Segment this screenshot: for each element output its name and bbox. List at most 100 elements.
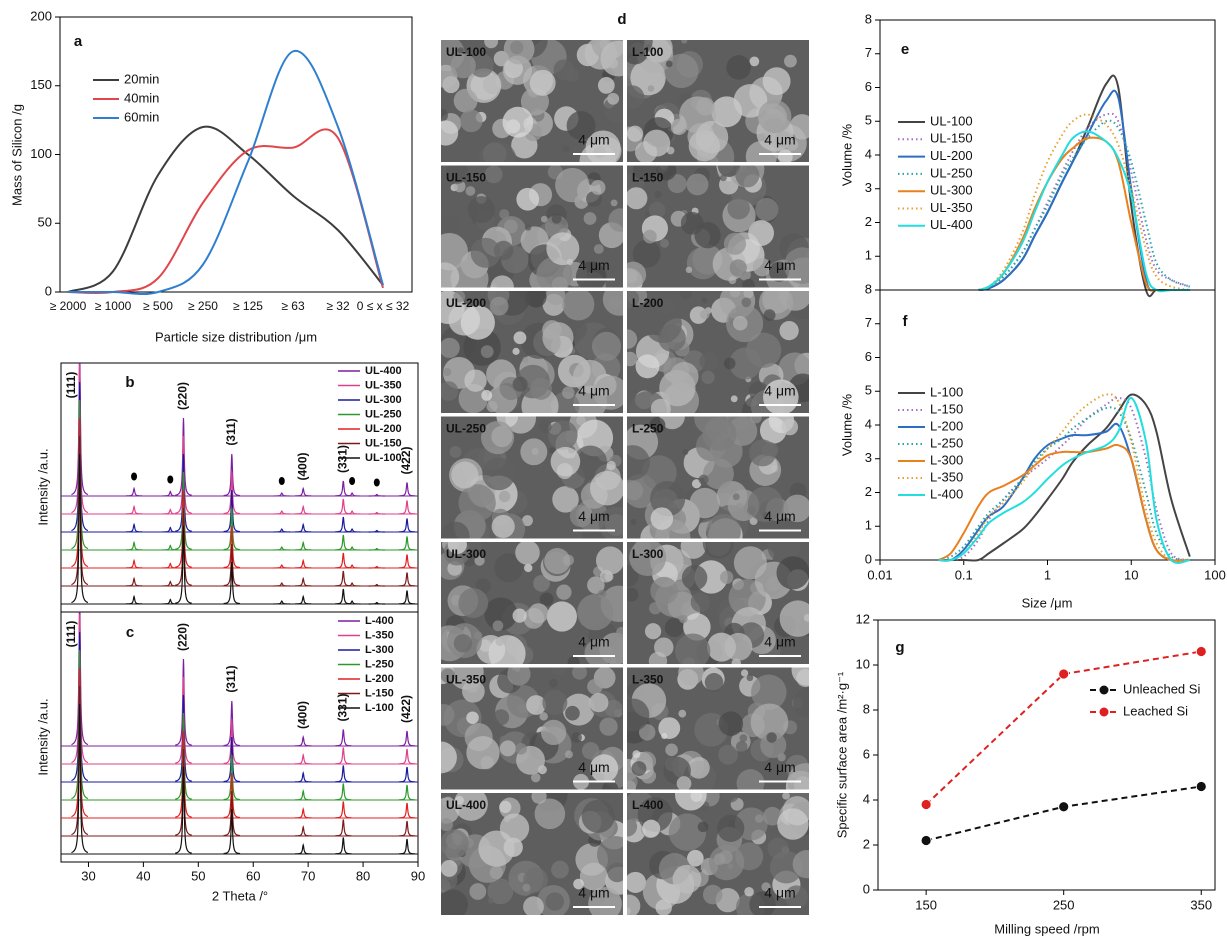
image-grain	[441, 262, 460, 288]
image-grain	[627, 329, 638, 349]
peak	[175, 766, 192, 854]
impurity-peak	[162, 508, 179, 515]
image-grain	[606, 460, 616, 471]
image-grain	[698, 474, 709, 485]
image-grain	[524, 563, 533, 573]
image-grain	[781, 418, 799, 436]
image-grain	[674, 793, 707, 811]
reflection-label: (422)	[399, 695, 413, 723]
data-point	[1195, 646, 1207, 657]
peak	[398, 820, 416, 837]
image-grain	[478, 141, 517, 162]
x-tick-label: 40	[136, 868, 150, 883]
reflection-label: (220)	[176, 623, 190, 651]
image-grain	[649, 601, 662, 615]
image-grain	[766, 732, 777, 743]
image-grain	[484, 597, 518, 631]
impurity-peak	[343, 546, 361, 551]
image-grain	[441, 668, 456, 683]
y-tick-label: 50	[38, 215, 52, 230]
image-grain	[758, 99, 792, 134]
image-grain	[607, 92, 620, 105]
image-grain	[672, 864, 702, 894]
reflection-label: (220)	[176, 382, 190, 410]
impurity-peak	[368, 565, 386, 569]
image-grain	[481, 421, 515, 455]
image-grain	[616, 626, 623, 638]
impurity-peak	[162, 580, 179, 587]
impurity-peak	[125, 576, 143, 587]
peak	[294, 522, 312, 533]
data-point	[920, 799, 932, 810]
series-line	[938, 396, 1191, 562]
y-tick-label: 8	[863, 701, 870, 716]
image-grain	[763, 309, 776, 322]
peak	[294, 734, 312, 747]
peak	[398, 838, 416, 855]
reflection-label: (400)	[295, 701, 309, 729]
series-line	[67, 128, 384, 295]
panel-letter: f	[903, 313, 909, 330]
legend-label: Unleached Si	[1123, 681, 1200, 696]
x-tick-label: 100	[1204, 567, 1226, 582]
impurity-peak	[125, 540, 143, 551]
image-grain	[441, 337, 460, 358]
image-grain	[544, 547, 571, 575]
legend-label: UL-250	[930, 165, 973, 180]
image-grain	[555, 167, 590, 203]
image-grain	[522, 356, 529, 363]
peak	[71, 435, 89, 586]
reflection-label: (331)	[335, 445, 349, 473]
image-grain	[493, 709, 510, 726]
image-grain	[749, 439, 777, 467]
sem-image	[441, 40, 623, 162]
peak	[335, 570, 352, 587]
peak	[175, 658, 192, 746]
x-tick-label: ≥ 500	[143, 299, 173, 313]
image-grain	[749, 56, 760, 67]
image-grain	[638, 724, 656, 741]
image-grain	[467, 542, 482, 554]
image-grain	[699, 351, 718, 371]
image-grain	[632, 165, 658, 182]
image-grain	[792, 850, 809, 879]
y-tick-label: 0	[865, 551, 872, 566]
image-grain	[441, 829, 469, 859]
image-grain	[702, 416, 737, 451]
image-grain	[516, 187, 540, 211]
peak	[335, 819, 352, 837]
image-label: UL-150	[446, 171, 486, 185]
image-grain	[522, 883, 531, 892]
sem-image	[627, 165, 809, 288]
legend-label: L-400	[365, 615, 394, 627]
image-grain	[736, 769, 765, 790]
peak	[175, 525, 192, 604]
image-grain	[627, 445, 650, 481]
image-grain	[590, 180, 606, 195]
legend-label: L-200	[365, 673, 394, 685]
image-grain	[749, 416, 762, 424]
image-grain	[735, 165, 760, 188]
scale-bar-label: 4 μm	[578, 383, 609, 399]
legend-label: L-200	[930, 418, 963, 433]
image-grain	[630, 518, 637, 525]
image-grain	[708, 844, 745, 881]
image-grain	[441, 703, 455, 726]
sem-image	[441, 793, 623, 915]
image-grain	[478, 830, 515, 867]
image-grain	[478, 639, 492, 652]
image-grain	[717, 814, 745, 842]
x-axis-label: Milling speed /rpm	[994, 921, 1100, 936]
image-grain	[658, 324, 686, 352]
peak	[223, 543, 241, 587]
legend-label: UL-200	[365, 423, 402, 435]
image-grain	[480, 345, 494, 358]
peak	[71, 649, 89, 800]
image-grain	[730, 395, 738, 403]
image-grain	[726, 55, 751, 80]
image-grain	[494, 553, 524, 583]
legend-label: L-350	[365, 629, 394, 641]
image-label: L-350	[632, 673, 664, 687]
y-tick-label: 2	[863, 836, 870, 851]
